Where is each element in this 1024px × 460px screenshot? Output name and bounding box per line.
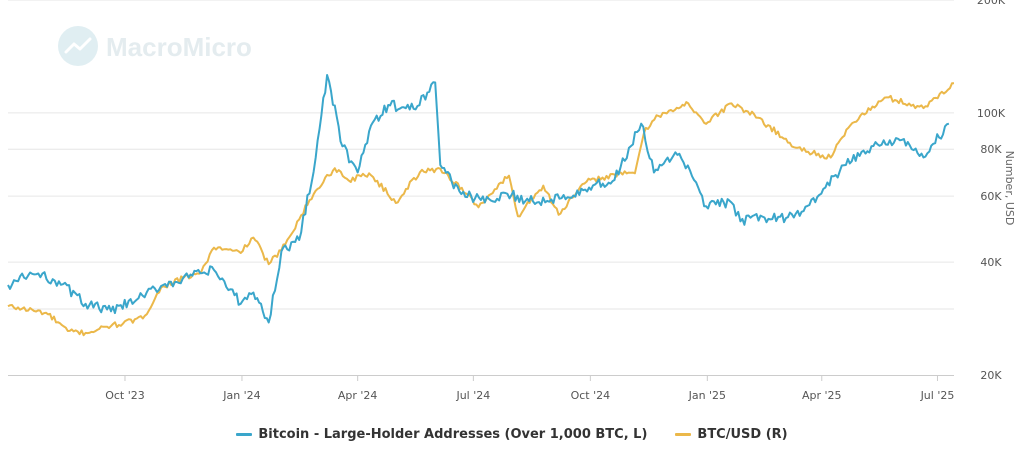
series-line-holders [7,74,950,324]
legend-item-btc[interactable]: BTC/USD (R) [675,427,788,442]
y-tick-label: 60K [980,190,1002,203]
x-tick-label: Oct '24 [571,389,611,402]
y-tick-label: 200K [977,0,1006,7]
x-tick-label: Jan '24 [222,389,260,402]
legend-label-btc: BTC/USD (R) [697,427,788,442]
legend-item-holders[interactable]: Bitcoin - Large-Holder Addresses (Over 1… [236,427,647,442]
x-tick-label: Apr '24 [338,389,378,402]
y-tick-label: 20K [980,369,1002,382]
x-axis-ticks: Oct '23 Jan '24 Apr '24 Jul '24 Oct '24 Jan '… [105,375,954,402]
y-axis-ticks: 20K 40K 60K 80K 100K 200K [977,0,1006,382]
x-tick-label: Apr '25 [802,389,842,402]
x-tick-label: Jul '24 [455,389,490,402]
x-tick-label: Jul '25 [920,389,955,402]
series-layer [7,74,954,337]
y-axis-label: Number, USD [1003,151,1016,226]
watermark-text: MacroMicro [106,32,252,62]
series-line-btc [7,82,954,337]
y-tick-label: 40K [980,256,1002,269]
x-tick-label: Jan '25 [688,389,726,402]
y-tick-label: 100K [977,107,1006,120]
watermark: MacroMicro [58,26,252,66]
legend-swatch-holders [236,433,253,436]
legend-label-holders: Bitcoin - Large-Holder Addresses (Over 1… [258,427,648,442]
legend-swatch-btc [675,433,692,436]
legend: Bitcoin - Large-Holder Addresses (Over 1… [0,427,1024,442]
y-tick-label: 80K [980,143,1002,156]
x-tick-label: Oct '23 [105,389,145,402]
gridlines [8,0,954,310]
